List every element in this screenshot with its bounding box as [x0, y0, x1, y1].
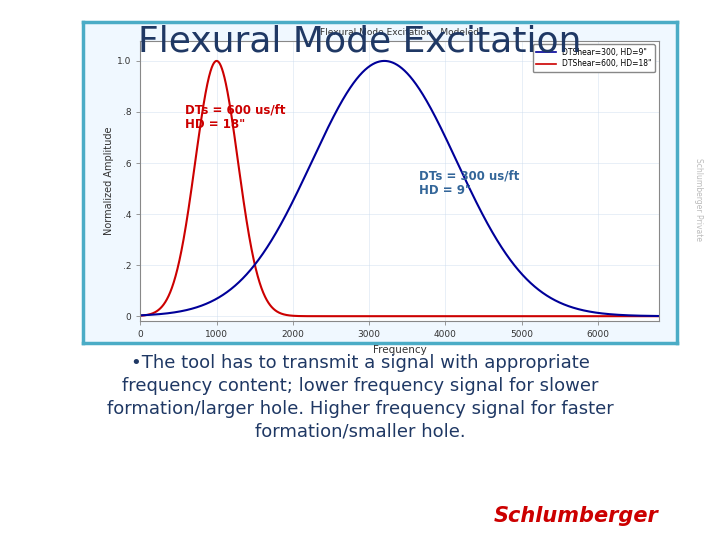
Title: Flexural Mode Excitation   Modeled: Flexural Mode Excitation Modeled: [320, 28, 479, 37]
X-axis label: Frequency: Frequency: [373, 345, 426, 355]
Text: •The tool has to transmit a signal with appropriate
frequency content; lower fre: •The tool has to transmit a signal with …: [107, 354, 613, 441]
Text: DTs = 300 us/ft
HD = 9": DTs = 300 us/ft HD = 9": [418, 170, 519, 198]
Y-axis label: Normalized Amplitude: Normalized Amplitude: [104, 127, 114, 235]
Text: Schlumberger: Schlumberger: [494, 507, 658, 526]
Legend: DTShear=300, HD=9", DTShear=600, HD=18": DTShear=300, HD=9", DTShear=600, HD=18": [533, 44, 655, 72]
Text: Schlumberger Private: Schlumberger Private: [694, 158, 703, 241]
Text: DTs = 600 us/ft
HD = 18": DTs = 600 us/ft HD = 18": [184, 103, 285, 131]
Text: Flexural Mode Excitation: Flexural Mode Excitation: [138, 24, 582, 58]
